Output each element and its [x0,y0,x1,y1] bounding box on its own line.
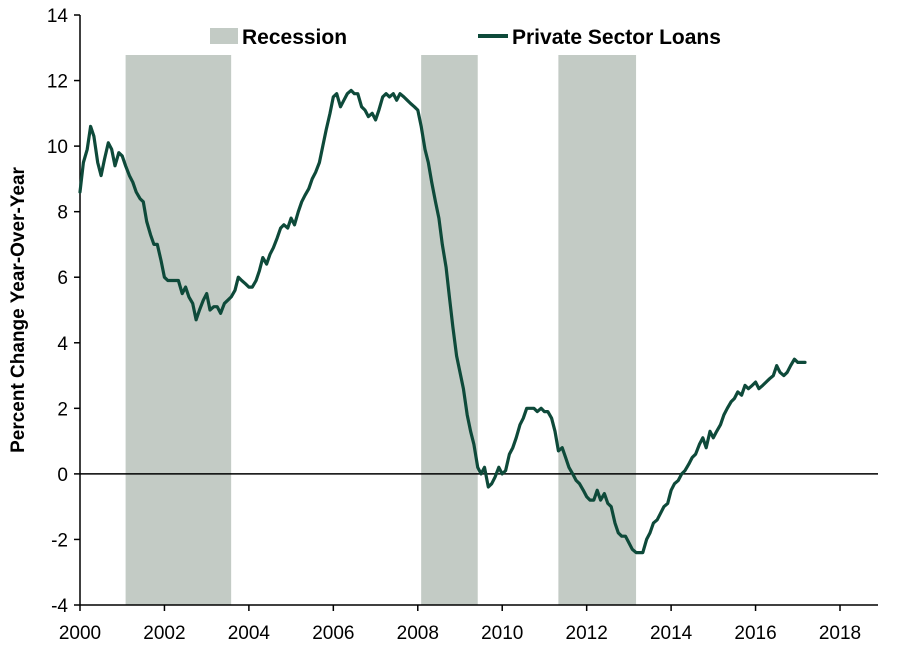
x-tick-label: 2000 [59,623,101,644]
y-tick-label: 8 [57,203,68,224]
y-axis-title: Percent Change Year-Over-Year [8,166,29,452]
y-tick-label: 0 [57,465,68,486]
x-tick-label: 2004 [228,623,271,644]
y-tick-label: 2 [57,399,68,420]
x-tick-label: 2014 [650,623,693,644]
x-tick-label: 2018 [819,623,861,644]
x-tick-label: 2002 [143,623,185,644]
recession-band [558,55,637,605]
y-tick-label: 14 [47,6,69,27]
recession-band [421,55,478,605]
series-line-private-sector-loans [78,88,807,555]
ticks: -4 -2 0 2 4 6 8 10 12 14 2000 2002 2004 2006 2008 2010 2… [47,6,861,644]
y-tick-label: 6 [57,268,68,289]
recession-band [125,55,232,605]
x-tick-label: 2016 [734,623,776,644]
legend-recession-label: Recession [242,26,347,49]
y-tick-label: -4 [51,596,68,617]
series-layer [78,88,807,555]
x-tick-label: 2006 [312,623,354,644]
legend-series-label: Private Sector Loans [512,26,721,49]
axes [79,15,878,606]
y-tick-label: 10 [47,137,68,158]
legend: Recession Private Sector Loans [210,26,721,49]
y-tick-label: 12 [47,72,68,93]
x-tick-label: 2010 [481,623,523,644]
y-tick-label: -2 [51,530,68,551]
x-tick-label: 2008 [397,623,439,644]
recession-bands [125,55,637,605]
y-tick-label: 4 [57,334,68,355]
x-tick-label: 2012 [566,623,608,644]
legend-recession-swatch [210,28,238,44]
